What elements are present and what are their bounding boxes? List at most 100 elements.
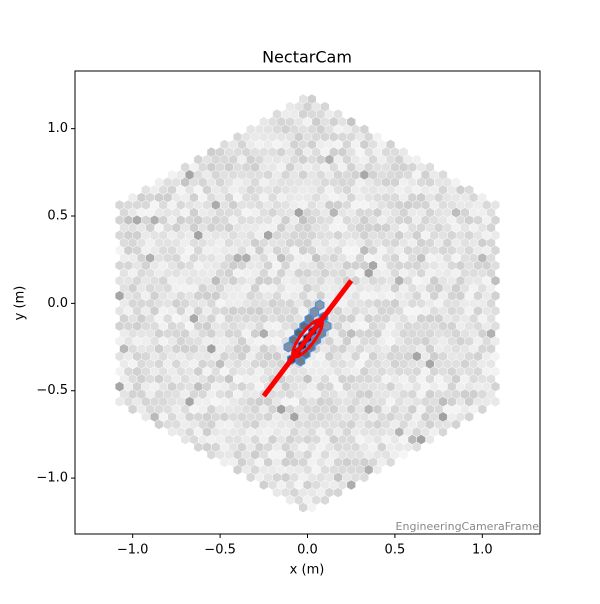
camera-pixel [320,253,330,263]
camera-pixel [395,260,404,271]
camera-pixel [198,222,207,233]
camera-pixel [250,192,260,203]
camera-pixel [368,215,378,225]
camera-pixel [412,396,421,407]
camera-pixel [347,465,356,475]
camera-pixel [233,328,242,339]
camera-pixel [417,222,426,233]
camera-pixel [434,344,443,354]
camera-pixel [430,381,439,392]
camera-pixel [194,154,203,165]
camera-pixel [377,351,386,362]
camera-pixel [119,359,129,369]
camera-pixel [360,336,369,346]
camera-pixel [438,351,448,362]
camera-pixel [250,313,260,324]
camera-pixel [194,185,203,195]
camera-pixel [338,434,347,445]
camera-pixel [277,268,286,278]
camera-pixel [299,260,308,271]
camera-pixel [438,170,448,180]
camera-pixel [368,381,378,392]
camera-pixel [368,336,378,346]
camera-pixel [229,154,238,165]
camera-pixel [159,185,168,195]
camera-pixel [438,396,448,407]
camera-pixel [233,268,242,278]
camera-pixel [259,404,268,415]
camera-pixel [386,139,395,150]
camera-pixel [430,260,439,271]
camera-pixel [132,245,142,256]
camera-pixel [360,215,369,225]
camera-pixel [167,366,177,377]
x-tick-label: −1.0 [117,543,149,558]
camera-pixel [285,374,295,384]
camera-pixel [373,253,382,263]
camera-pixel [325,124,334,135]
camera-pixel [215,298,225,309]
camera-pixel [312,147,321,157]
camera-pixel [229,215,238,225]
camera-pixel [403,185,413,195]
camera-pixel [421,306,430,316]
camera-pixel [329,177,338,188]
camera-pixel [277,419,286,430]
camera-pixel [333,124,343,135]
camera-pixel [299,412,308,422]
camera-pixel [403,412,413,422]
camera-pixel [159,275,168,286]
camera-pixel [338,132,347,142]
camera-pixel [417,359,426,369]
camera-pixel [189,313,198,324]
camera-pixel [220,215,229,225]
camera-pixel [207,313,216,324]
camera-pixel [246,336,255,346]
camera-pixel [250,359,260,369]
camera-pixel [390,238,400,248]
camera-pixel [316,260,325,271]
camera-pixel [185,366,194,377]
camera-pixel [224,328,233,339]
camera-pixel [237,442,247,452]
camera-pixel [255,351,264,362]
camera-pixel [272,124,282,135]
camera-pixel [408,389,417,399]
camera-pixel [128,328,137,339]
camera-pixel [272,185,282,195]
camera-pixel [181,298,190,309]
camera-pixel [259,374,268,384]
camera-pixel [277,404,286,415]
camera-pixel [172,268,181,278]
camera-pixel [355,238,365,248]
camera-pixel [465,185,474,195]
camera-pixel [382,192,391,203]
camera-pixel [347,132,356,142]
camera-pixel [364,162,373,172]
camera-pixel [460,328,469,339]
camera-pixel [207,192,216,203]
camera-pixel [368,139,378,150]
camera-pixel [163,283,172,293]
camera-pixel [268,328,277,339]
camera-pixel [465,291,474,301]
camera-pixel [233,449,242,460]
camera-pixel [469,238,478,248]
camera-pixel [473,396,483,407]
camera-pixel [460,238,469,248]
camera-pixel [137,268,146,278]
camera-pixel [115,366,124,377]
camera-pixel [281,427,290,437]
camera-pixel [421,215,430,225]
camera-pixel [189,253,198,263]
camera-pixel [281,124,290,135]
camera-pixel [456,306,465,316]
camera-pixel [159,412,168,422]
camera-pixel [347,404,356,415]
camera-pixel [255,457,264,467]
x-tick-label: 1.0 [472,543,493,558]
camera-pixel [395,230,404,241]
camera-pixel [233,404,242,415]
camera-pixel [347,162,356,172]
camera-pixel [259,434,268,445]
